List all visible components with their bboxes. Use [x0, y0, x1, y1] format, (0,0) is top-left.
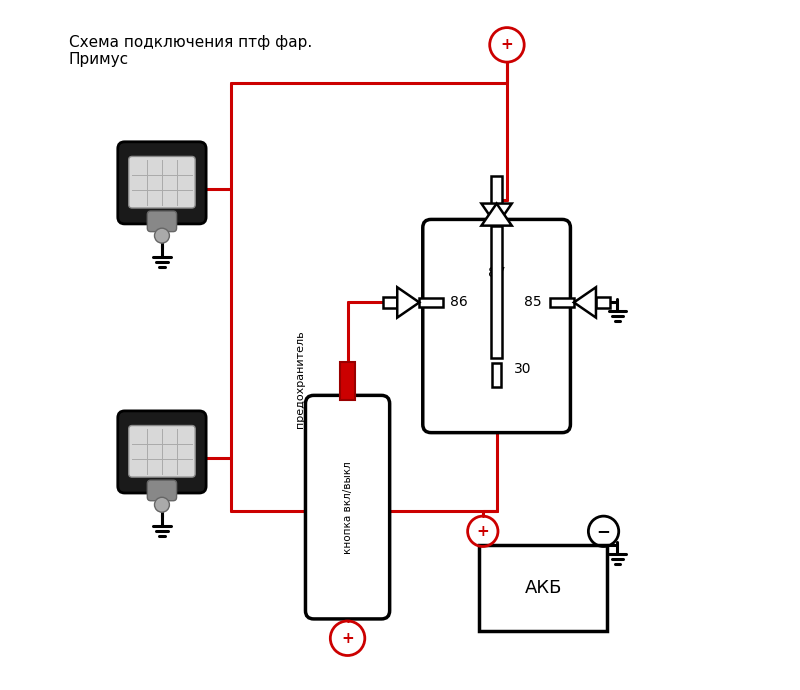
- Polygon shape: [596, 297, 610, 308]
- Text: −: −: [597, 522, 610, 540]
- Bar: [493, 216, 501, 240]
- FancyBboxPatch shape: [118, 411, 206, 493]
- Text: Схема подключения птф фар.
Примус: Схема подключения птф фар. Примус: [69, 34, 312, 67]
- Text: 30: 30: [514, 362, 531, 376]
- Circle shape: [154, 497, 170, 512]
- Text: 86: 86: [450, 295, 468, 309]
- Bar: [493, 363, 501, 387]
- Text: предохранитель: предохранитель: [295, 331, 305, 428]
- Polygon shape: [491, 226, 502, 358]
- Text: +: +: [501, 37, 514, 52]
- Text: АКБ: АКБ: [525, 579, 562, 598]
- FancyBboxPatch shape: [422, 219, 570, 433]
- Text: +: +: [341, 631, 354, 646]
- Bar: [550, 298, 574, 306]
- Text: кнопка вкл/выкл: кнопка вкл/выкл: [342, 461, 353, 553]
- FancyBboxPatch shape: [306, 395, 390, 619]
- Polygon shape: [491, 176, 502, 204]
- Bar: [419, 298, 443, 306]
- FancyBboxPatch shape: [118, 142, 206, 224]
- Circle shape: [154, 228, 170, 243]
- Polygon shape: [482, 204, 512, 226]
- Bar: [340, 362, 355, 400]
- Text: 87: 87: [488, 266, 506, 279]
- FancyBboxPatch shape: [147, 480, 177, 501]
- FancyBboxPatch shape: [129, 426, 195, 477]
- Polygon shape: [574, 287, 596, 317]
- Polygon shape: [398, 287, 419, 317]
- Polygon shape: [382, 297, 398, 308]
- Polygon shape: [482, 204, 512, 226]
- Bar: [479, 545, 607, 631]
- Text: 85: 85: [524, 295, 542, 309]
- Text: +: +: [477, 524, 489, 539]
- FancyBboxPatch shape: [147, 211, 177, 232]
- FancyBboxPatch shape: [129, 157, 195, 208]
